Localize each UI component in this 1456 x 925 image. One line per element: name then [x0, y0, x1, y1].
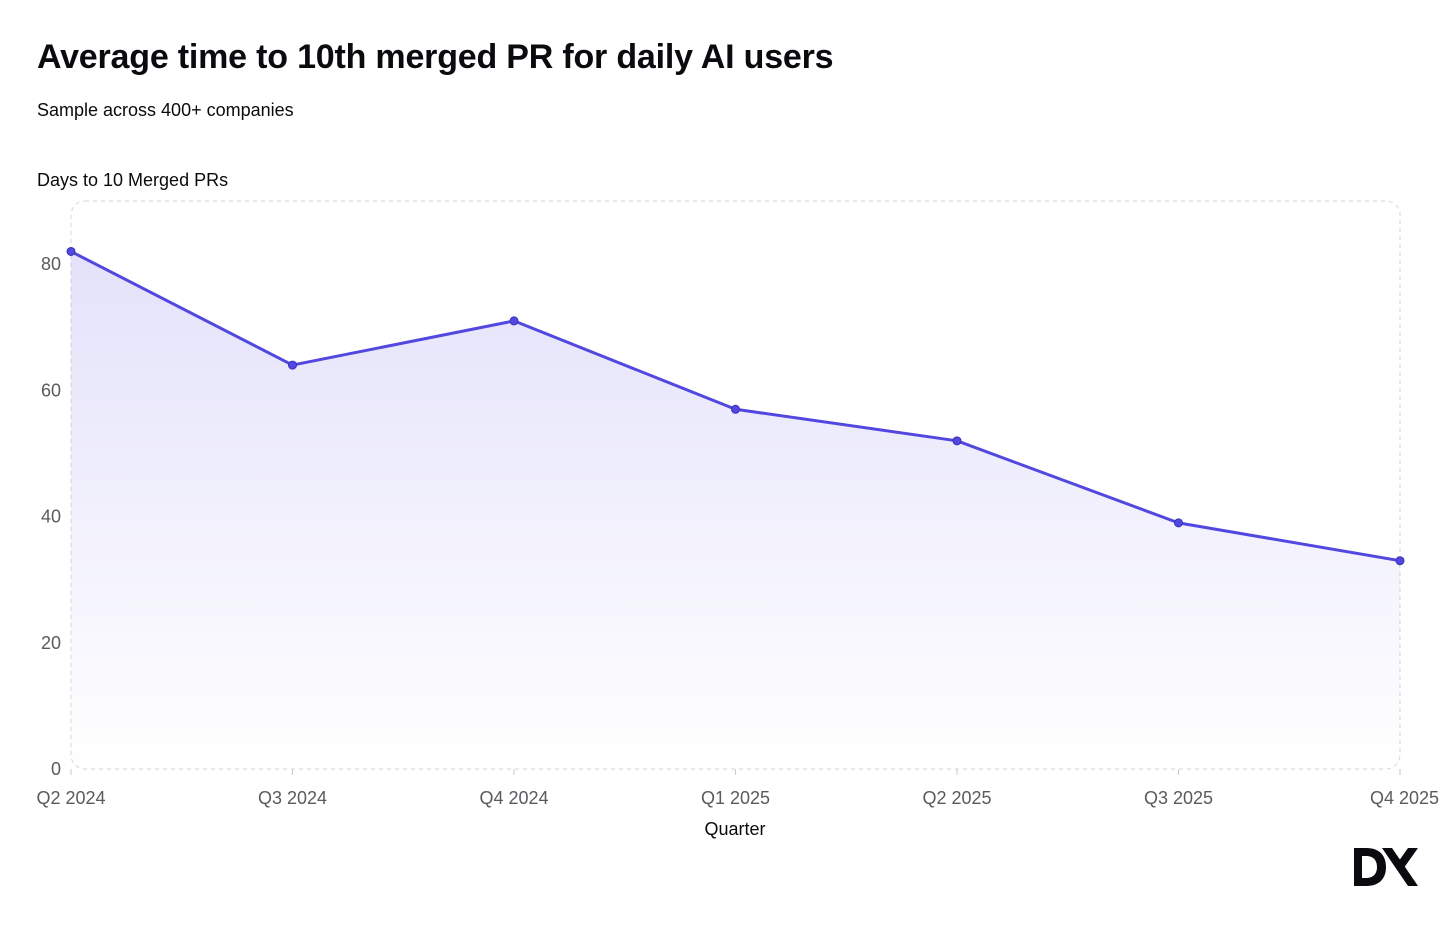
dx-logo	[1354, 848, 1418, 886]
chart-title: Average time to 10th merged PR for daily…	[37, 38, 834, 76]
data-point-q1-2025[interactable]	[731, 404, 740, 414]
data-point-q2-2025[interactable]	[952, 436, 962, 446]
y-tick-label: 40	[41, 507, 61, 527]
data-point-q4-2025[interactable]	[1395, 556, 1405, 566]
y-tick-labels: 0 20 40 60 80	[41, 254, 61, 779]
x-tick-label: Q3 2024	[258, 788, 327, 808]
data-point-q3-2025[interactable]	[1174, 518, 1183, 528]
x-tick-labels: Q2 2024 Q3 2024 Q4 2024 Q1 2025 Q2 2025 Q3 20…	[36, 769, 1439, 808]
x-tick-label: Q1 2025	[701, 788, 770, 808]
y-tick-label: 80	[41, 254, 61, 274]
chart-subtitle: Sample across 400+ companies	[37, 100, 294, 120]
area-fill-layer	[71, 251, 1400, 769]
x-tick-label: Q4 2024	[479, 788, 548, 808]
x-tick-label: Q2 2024	[36, 788, 105, 808]
x-tick-label: Q4 2025	[1370, 788, 1439, 808]
x-tick-label: Q2 2025	[922, 788, 991, 808]
y-tick-label: 20	[41, 633, 61, 653]
y-tick-label: 0	[51, 759, 61, 779]
y-axis-label: Days to 10 Merged PRs	[37, 170, 229, 190]
x-tick-label: Q3 2025	[1144, 788, 1213, 808]
data-point-q2-2024[interactable]	[66, 246, 76, 256]
data-point-q4-2024[interactable]	[509, 316, 519, 326]
data-point-layer	[66, 246, 1405, 566]
x-axis-label: Quarter	[704, 819, 765, 839]
y-tick-label: 60	[41, 380, 61, 400]
series-area	[71, 251, 1400, 769]
plot-area-frame	[70, 200, 1401, 770]
data-point-q3-2024[interactable]	[288, 360, 297, 370]
